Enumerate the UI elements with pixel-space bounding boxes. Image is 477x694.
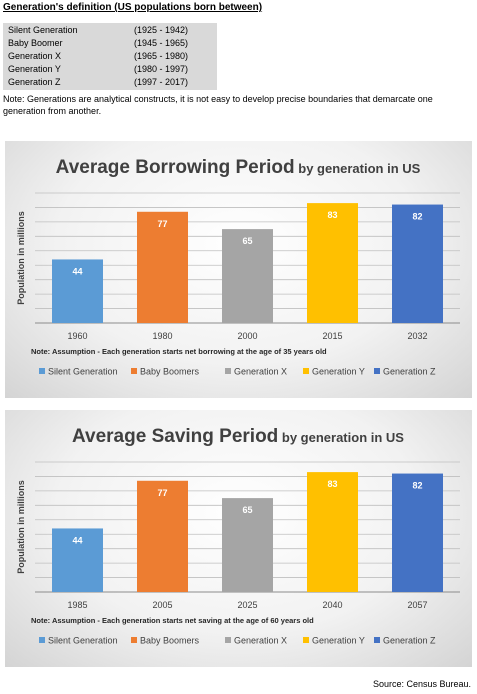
bar-2025 <box>222 498 273 592</box>
chart-title: Average Saving Period by generation in U… <box>72 426 404 447</box>
generation-name: Generation X <box>8 51 62 61</box>
generation-name: Generation Z <box>8 77 61 87</box>
definition-row: Generation Z (1997 - 2017) <box>3 76 217 89</box>
chart-title-sub: by generation in US <box>278 430 404 445</box>
data-label: 83 <box>327 479 337 489</box>
legend-label: Generation X <box>234 636 287 646</box>
legend-swatch <box>131 368 137 374</box>
saving-chart-svg: Average Saving Period by generation in U… <box>16 426 460 646</box>
y-axis-label: Population in millions <box>16 211 26 305</box>
definitions-table: Silent Generation (1925 - 1942) Baby Boo… <box>3 23 217 90</box>
definition-row: Generation Y (1980 - 1997) <box>3 63 217 76</box>
legend-swatch <box>39 637 45 643</box>
generation-range: (1925 - 1942) <box>134 25 189 35</box>
data-label: 83 <box>327 210 337 220</box>
data-label: 82 <box>412 481 422 491</box>
data-label: 65 <box>242 236 252 246</box>
generation-range: (1997 - 2017) <box>134 77 189 87</box>
definition-row: Generation X (1965 - 1980) <box>3 50 217 63</box>
legend-label: Silent Generation <box>48 367 118 377</box>
bar-1985 <box>52 528 103 592</box>
borrowing-chart-svg: Average Borrowing Period by generation i… <box>16 157 460 377</box>
x-tick-label: 2025 <box>237 600 257 610</box>
definition-row: Silent Generation (1925 - 1942) <box>3 24 217 37</box>
x-tick-label: 2000 <box>237 331 257 341</box>
chart-note: Note: Assumption - Each generation start… <box>31 347 327 356</box>
x-tick-label: 1960 <box>67 331 87 341</box>
generation-range: (1965 - 1980) <box>134 51 189 61</box>
bar-2057 <box>392 473 443 592</box>
data-label: 82 <box>412 212 422 222</box>
x-tick-label: 1985 <box>67 600 87 610</box>
x-tick-label: 2005 <box>152 600 172 610</box>
saving-chart: Average Saving Period by generation in U… <box>5 410 472 667</box>
y-axis-label: Population in millions <box>16 480 26 574</box>
chart-title: Average Borrowing Period by generation i… <box>56 157 421 178</box>
legend-swatch <box>39 368 45 374</box>
legend-label: Generation Y <box>312 367 365 377</box>
legend-swatch <box>374 637 380 643</box>
x-tick-label: 2057 <box>407 600 427 610</box>
legend-label: Silent Generation <box>48 636 118 646</box>
legend-label: Generation Z <box>383 636 436 646</box>
bar-2040 <box>307 472 358 592</box>
chart-note: Note: Assumption - Each generation start… <box>31 616 314 625</box>
x-tick-label: 1980 <box>152 331 172 341</box>
source-note: Source: Census Bureau. <box>372 679 471 689</box>
data-label: 44 <box>72 266 82 276</box>
legend-label: Generation Z <box>383 367 436 377</box>
definitions-title: Generation's definition (US populations … <box>3 2 263 13</box>
legend-swatch <box>303 368 309 374</box>
x-tick-label: 2040 <box>322 600 342 610</box>
chart-title-main: Average Saving Period <box>72 426 278 447</box>
bar-2000 <box>222 229 273 323</box>
definition-row: Baby Boomer (1945 - 1965) <box>3 37 217 50</box>
data-label: 65 <box>242 505 252 515</box>
bar-2015 <box>307 203 358 323</box>
x-tick-label: 2032 <box>407 331 427 341</box>
data-label: 77 <box>157 488 167 498</box>
legend-label: Generation X <box>234 367 287 377</box>
legend-swatch <box>131 637 137 643</box>
bar-1980 <box>137 211 188 323</box>
legend-swatch <box>225 368 231 374</box>
data-label: 77 <box>157 219 167 229</box>
generation-name: Silent Generation <box>8 25 78 35</box>
legend-swatch <box>225 637 231 643</box>
chart-title-sub: by generation in US <box>295 161 421 176</box>
legend-swatch <box>303 637 309 643</box>
bar-2005 <box>137 480 188 592</box>
data-label: 44 <box>72 535 82 545</box>
chart-title-main: Average Borrowing Period <box>56 157 295 178</box>
generation-range: (1945 - 1965) <box>134 38 189 48</box>
generation-name: Generation Y <box>8 64 61 74</box>
generation-range: (1980 - 1997) <box>134 64 189 74</box>
legend-label: Baby Boomers <box>140 636 200 646</box>
legend-label: Generation Y <box>312 636 365 646</box>
bar-2032 <box>392 204 443 323</box>
legend-swatch <box>374 368 380 374</box>
borrowing-chart: Average Borrowing Period by generation i… <box>5 141 472 398</box>
x-tick-label: 2015 <box>322 331 342 341</box>
generation-name: Baby Boomer <box>8 38 63 48</box>
definitions-note: Note: Generations are analytical constru… <box>3 94 433 116</box>
bar-1960 <box>52 259 103 323</box>
legend-label: Baby Boomers <box>140 367 200 377</box>
